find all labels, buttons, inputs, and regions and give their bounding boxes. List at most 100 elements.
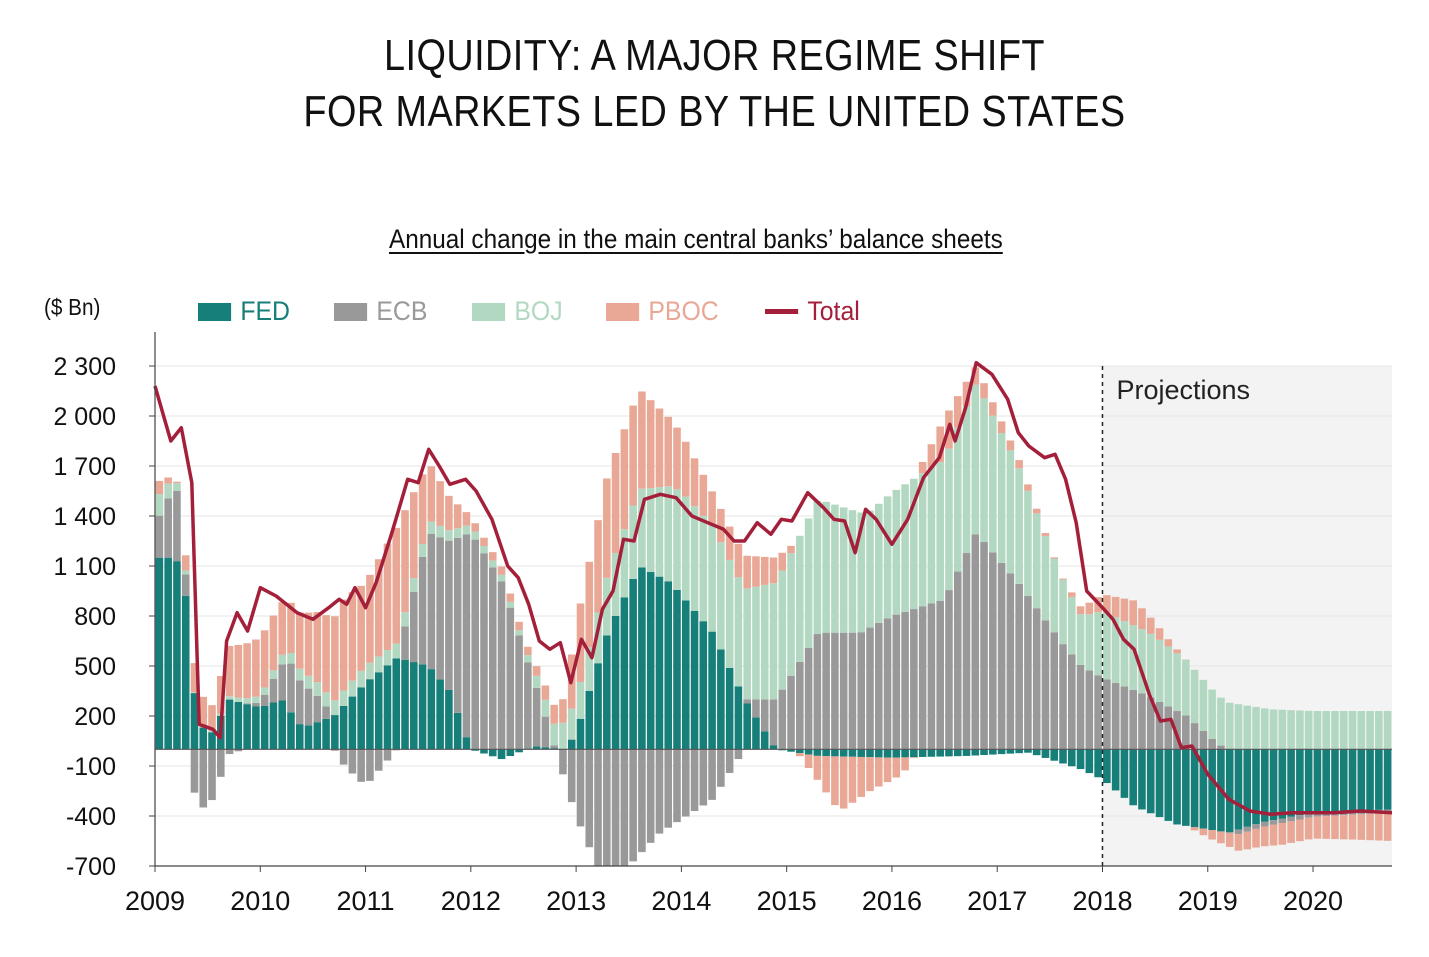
bar-pboc-13 (269, 615, 278, 671)
bar-pboc-111 (1129, 600, 1137, 626)
bar-ecb-15 (287, 663, 295, 713)
bar-boj-59 (673, 489, 681, 590)
bar-pboc-0 (155, 480, 164, 495)
bar-fed-73 (796, 749, 804, 754)
bar-ecb-129 (1287, 816, 1295, 822)
bar-pboc-51 (603, 478, 611, 578)
bar-boj-128 (1278, 709, 1287, 750)
bar-ecb-99 (1024, 596, 1032, 750)
legend-item-ecb: ECB (334, 296, 427, 327)
bar-pboc-131 (1304, 817, 1313, 840)
bar-fed-81 (866, 749, 874, 758)
bar-fed-45 (550, 748, 558, 750)
bar-pboc-70 (769, 557, 778, 584)
bar-boj-4 (190, 692, 199, 694)
bar-ecb-97 (1006, 573, 1015, 750)
bar-ecb-130 (1296, 815, 1304, 820)
bar-boj-28 (401, 612, 409, 627)
bar-ecb-87 (918, 606, 927, 750)
bar-pboc-4 (190, 663, 199, 693)
bar-pboc-42 (524, 646, 532, 656)
bar-fed-107 (1094, 749, 1102, 778)
bar-fed-54 (629, 578, 637, 750)
bar-pboc-94 (980, 383, 988, 399)
x-tick-label-10: 2019 (1178, 886, 1238, 916)
bar-pboc-46 (559, 699, 567, 723)
bar-fed-77 (831, 749, 839, 757)
legend-label-ecb: ECB (376, 296, 428, 326)
bar-boj-21 (339, 690, 348, 706)
bar-ecb-14 (278, 664, 286, 701)
y-tick-label-3: 1 400 (53, 503, 116, 531)
bar-boj-69 (760, 584, 769, 700)
bar-fed-128 (1278, 749, 1287, 819)
bar-pboc-129 (1287, 821, 1295, 843)
bar-boj-25 (374, 656, 383, 673)
bar-boj-8 (225, 696, 234, 700)
bar-pboc-114 (1155, 628, 1164, 640)
bar-boj-137 (1357, 711, 1366, 750)
bar-boj-64 (717, 542, 725, 650)
bar-ecb-25 (374, 749, 383, 771)
bar-pboc-98 (1015, 460, 1023, 469)
x-tick-label-9: 2018 (1072, 886, 1132, 916)
bar-boj-47 (567, 708, 576, 740)
bar-boj-62 (699, 515, 708, 622)
bar-ecb-4 (190, 749, 199, 793)
bar-boj-9 (234, 697, 243, 702)
bar-fed-114 (1155, 749, 1164, 818)
bar-fed-21 (339, 705, 348, 750)
bar-pboc-85 (901, 757, 909, 771)
bar-boj-3 (181, 570, 190, 575)
bar-fed-44 (541, 747, 550, 750)
bar-pboc-133 (1322, 816, 1330, 839)
bar-boj-23 (357, 670, 365, 688)
bar-pboc-105 (1076, 606, 1085, 615)
bar-ecb-32 (436, 537, 444, 680)
bar-pboc-75 (813, 755, 822, 780)
bar-boj-133 (1322, 711, 1330, 750)
bar-pboc-140 (1383, 812, 1392, 841)
bar-ecb-113 (1146, 697, 1155, 750)
bar-ecb-21 (339, 749, 348, 765)
bar-ecb-52 (611, 749, 620, 866)
bar-pboc-123 (1234, 834, 1243, 851)
bar-fed-110 (1120, 749, 1129, 798)
bar-fed-130 (1296, 749, 1304, 816)
bar-fed-129 (1287, 749, 1295, 817)
bar-fed-50 (594, 663, 602, 750)
bar-ecb-57 (655, 749, 664, 834)
bar-ecb-22 (348, 749, 357, 774)
bar-fed-35 (462, 737, 471, 750)
bar-fed-4 (190, 693, 199, 750)
bar-boj-14 (278, 654, 286, 665)
bar-boj-45 (550, 723, 558, 746)
legend-swatch-ecb (334, 302, 368, 321)
chart-legend: FED ECB BOJ PBOC Total (198, 296, 904, 327)
bar-boj-95 (989, 415, 997, 553)
bar-boj-83 (883, 496, 892, 619)
bar-fed-139 (1375, 749, 1383, 810)
bar-boj-40 (506, 601, 515, 608)
bar-ecb-82 (874, 622, 883, 750)
bar-fed-72 (787, 749, 795, 752)
bar-ecb-50 (594, 749, 602, 866)
bar-pboc-32 (436, 481, 444, 526)
bar-pboc-116 (1173, 649, 1181, 654)
bar-boj-108 (1103, 613, 1111, 680)
bar-fed-127 (1269, 749, 1278, 821)
bar-ecb-66 (734, 749, 743, 760)
bar-boj-121 (1217, 697, 1225, 746)
bar-fed-14 (278, 700, 286, 750)
bar-boj-140 (1383, 711, 1392, 750)
title-line-2: FOR MARKETS LED BY THE UNITED STATES (303, 87, 1126, 136)
bar-pboc-29 (410, 492, 418, 579)
bar-fed-20 (331, 715, 339, 750)
bar-fed-18 (313, 722, 322, 750)
bar-pboc-69 (760, 556, 769, 585)
bar-pboc-119 (1199, 828, 1208, 836)
bar-pboc-136 (1348, 814, 1357, 840)
bar-boj-33 (445, 530, 453, 541)
bar-ecb-88 (927, 603, 936, 750)
bar-pboc-74 (804, 754, 813, 769)
